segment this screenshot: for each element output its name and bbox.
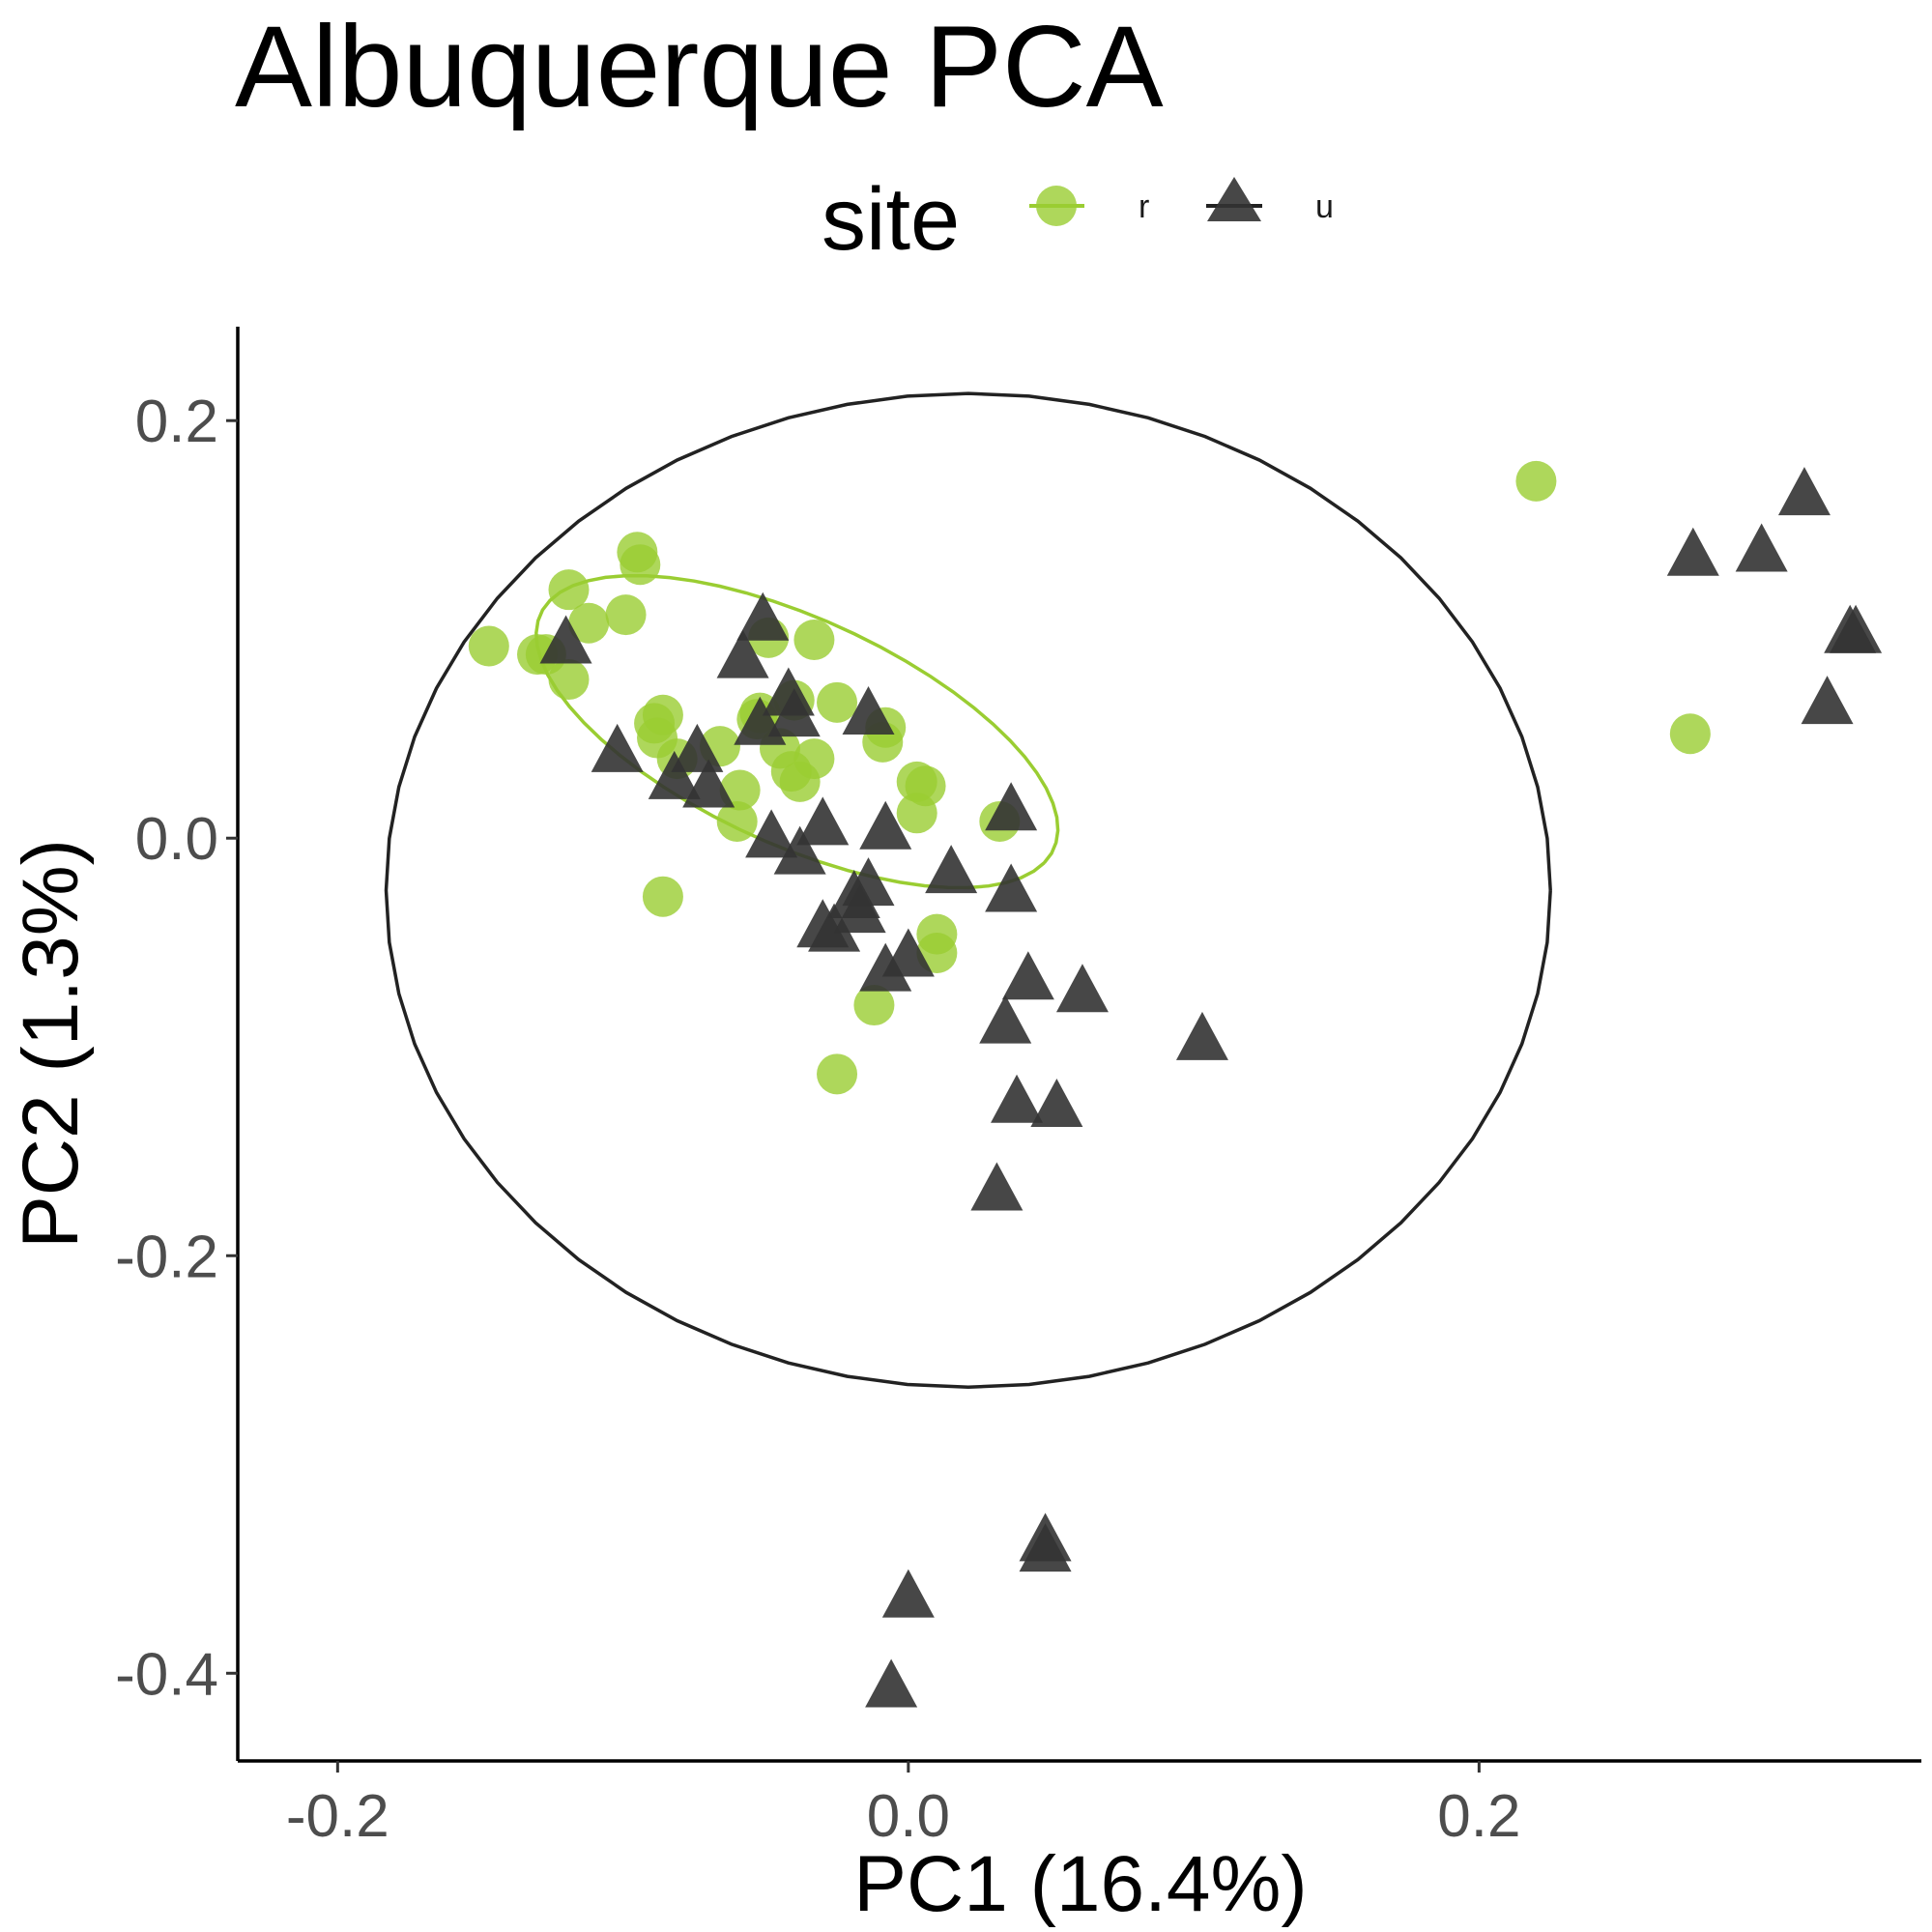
point-u [1001, 951, 1054, 1000]
point-u [1030, 1079, 1083, 1128]
legend-label-r: r [1139, 188, 1149, 225]
point-u [865, 1658, 918, 1708]
point-u [985, 782, 1038, 831]
point-r [896, 793, 937, 834]
point-u [925, 845, 978, 894]
point-u [991, 1074, 1044, 1123]
point-u [979, 995, 1032, 1044]
point-r [620, 544, 661, 586]
point-r [853, 985, 895, 1026]
y-tick-label: 0.0 [135, 806, 218, 873]
point-u [1735, 523, 1788, 572]
ellipse-u [384, 391, 1552, 1390]
point-u [796, 796, 850, 846]
point-u [1055, 964, 1109, 1013]
legend-key-r [1029, 186, 1084, 226]
point-u [859, 800, 912, 850]
point-u [716, 629, 769, 678]
point-r [716, 800, 758, 842]
point-u [842, 685, 895, 735]
legend-label-u: u [1315, 188, 1334, 225]
chart-title: Albuquerque PCA [235, 2, 1164, 131]
x-tick-label: 0.0 [867, 1783, 950, 1850]
point-r [793, 620, 835, 661]
point-r [817, 1053, 858, 1095]
point-u [1666, 527, 1719, 576]
point-u [648, 750, 701, 799]
point-u [1830, 604, 1883, 653]
legend-key-u [1206, 177, 1262, 221]
point-u [671, 723, 724, 772]
y-tick-label: -0.4 [115, 1641, 218, 1708]
point-r [1515, 460, 1557, 502]
legend: site r u [822, 170, 1334, 269]
ellipse-r [534, 573, 1060, 890]
point-u [808, 903, 861, 952]
point-u [773, 825, 826, 875]
x-axis-ticks: -0.2 0.0 0.2 [286, 1761, 1520, 1850]
y-tick-label: 0.2 [135, 389, 218, 455]
y-tick-label: -0.2 [115, 1224, 218, 1290]
legend-key-r-circle [1036, 186, 1077, 226]
point-u [970, 1162, 1024, 1211]
point-u [1777, 467, 1831, 516]
y-axis-label: PC2 (1.3%) [7, 839, 95, 1249]
legend-key-u-triangle [1207, 177, 1261, 221]
point-r [468, 625, 509, 667]
point-u [539, 615, 592, 664]
x-tick-label: 0.2 [1437, 1783, 1520, 1850]
point-u [745, 809, 798, 858]
point-r [568, 602, 610, 644]
point-u [881, 928, 935, 977]
point-r [548, 659, 590, 701]
point-r [548, 569, 590, 611]
point-u [1019, 1523, 1072, 1572]
point-u [842, 857, 895, 907]
point-r [793, 738, 835, 780]
point-r [642, 876, 683, 917]
point-u [859, 942, 912, 992]
point-r [817, 681, 858, 723]
point-u [591, 723, 644, 772]
x-axis-label: PC1 (16.4%) [853, 1840, 1307, 1928]
legend-title: site [822, 170, 960, 269]
point-u [881, 1569, 935, 1618]
point-r [605, 594, 647, 636]
point-u [736, 591, 790, 641]
point-u [985, 863, 1038, 912]
point-u [833, 884, 886, 934]
plot-area [384, 391, 1883, 1708]
point-r [1669, 713, 1711, 755]
point-u [1175, 1011, 1228, 1060]
point-u [682, 759, 735, 808]
point-u [767, 688, 821, 737]
series-u [539, 467, 1883, 1708]
point-u [1801, 676, 1854, 725]
x-tick-label: -0.2 [286, 1783, 389, 1850]
y-axis-ticks: 0.2 0.0 -0.2 -0.4 [115, 389, 238, 1708]
